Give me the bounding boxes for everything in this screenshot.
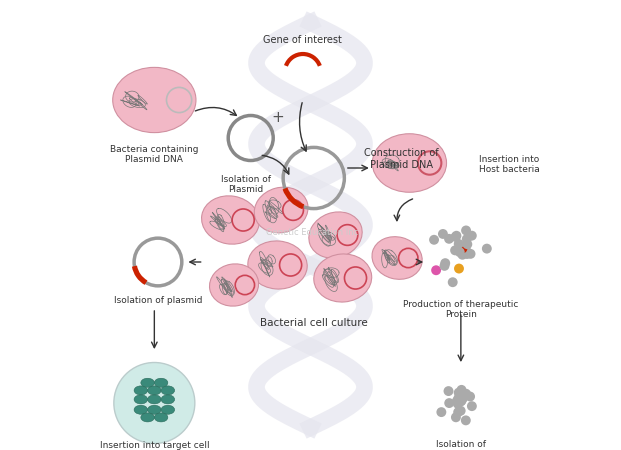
Circle shape (451, 231, 461, 241)
Circle shape (461, 415, 471, 425)
Text: Production of therapeutic
Protein: Production of therapeutic Protein (403, 300, 519, 320)
Circle shape (450, 245, 460, 255)
Circle shape (458, 394, 468, 404)
Circle shape (454, 239, 464, 249)
Circle shape (114, 363, 195, 444)
Text: +: + (271, 111, 284, 126)
Ellipse shape (161, 386, 175, 395)
Ellipse shape (148, 395, 161, 404)
Circle shape (444, 398, 454, 408)
Circle shape (453, 407, 463, 417)
Text: Construction of
Plasmid DNA: Construction of Plasmid DNA (365, 148, 439, 170)
Circle shape (452, 396, 462, 406)
Ellipse shape (314, 254, 372, 302)
Ellipse shape (134, 405, 148, 414)
Circle shape (482, 243, 492, 253)
Ellipse shape (141, 378, 155, 387)
Circle shape (461, 245, 471, 255)
Text: Insertion into
Host bacteria: Insertion into Host bacteria (479, 155, 540, 175)
Circle shape (454, 264, 464, 274)
Circle shape (443, 386, 453, 396)
Circle shape (456, 396, 466, 406)
Circle shape (456, 385, 466, 395)
Circle shape (453, 394, 463, 404)
Text: Genetic Education Inc.: Genetic Education Inc. (266, 228, 361, 237)
Ellipse shape (372, 134, 446, 192)
Ellipse shape (248, 241, 307, 289)
Circle shape (438, 229, 448, 239)
Circle shape (455, 391, 465, 401)
Text: Bacterial cell culture: Bacterial cell culture (260, 318, 368, 328)
Circle shape (463, 239, 473, 249)
Circle shape (457, 248, 467, 258)
Ellipse shape (161, 405, 175, 414)
Circle shape (462, 234, 472, 244)
Text: Isolation of plasmid: Isolation of plasmid (114, 296, 202, 305)
Ellipse shape (254, 187, 308, 233)
Ellipse shape (148, 386, 161, 395)
Circle shape (448, 277, 458, 287)
Ellipse shape (309, 212, 362, 258)
Circle shape (458, 243, 468, 253)
Circle shape (467, 401, 477, 411)
Circle shape (440, 261, 450, 271)
Ellipse shape (161, 395, 175, 404)
Circle shape (437, 407, 446, 417)
Circle shape (458, 250, 468, 260)
Ellipse shape (155, 413, 168, 422)
Circle shape (462, 249, 472, 259)
Circle shape (451, 412, 461, 422)
Circle shape (461, 389, 471, 399)
Text: Gene of interest: Gene of interest (263, 35, 342, 45)
Circle shape (431, 266, 441, 275)
Circle shape (455, 247, 465, 257)
Text: Insertion into target cell: Insertion into target cell (99, 441, 209, 450)
Ellipse shape (113, 68, 196, 133)
Circle shape (454, 388, 464, 398)
Circle shape (429, 235, 439, 245)
Circle shape (466, 249, 476, 259)
Text: Isolation of
Therapeutic protein: Isolation of Therapeutic protein (416, 440, 505, 450)
Ellipse shape (209, 264, 258, 306)
Circle shape (455, 393, 465, 403)
Circle shape (451, 232, 460, 242)
Circle shape (465, 392, 475, 401)
Text: Bacteria containing
Plasmid DNA: Bacteria containing Plasmid DNA (110, 145, 199, 164)
Ellipse shape (155, 378, 168, 387)
Circle shape (453, 399, 463, 409)
Circle shape (457, 246, 466, 256)
Circle shape (456, 396, 466, 406)
Circle shape (456, 406, 466, 416)
Ellipse shape (372, 237, 422, 279)
Circle shape (444, 234, 454, 244)
Circle shape (467, 231, 477, 241)
Ellipse shape (134, 395, 148, 404)
Circle shape (440, 258, 450, 268)
Circle shape (461, 225, 471, 235)
Ellipse shape (148, 405, 161, 414)
Ellipse shape (202, 196, 260, 244)
Ellipse shape (141, 413, 155, 422)
Ellipse shape (134, 386, 148, 395)
Text: Isolation of
Plasmid: Isolation of Plasmid (221, 175, 271, 194)
